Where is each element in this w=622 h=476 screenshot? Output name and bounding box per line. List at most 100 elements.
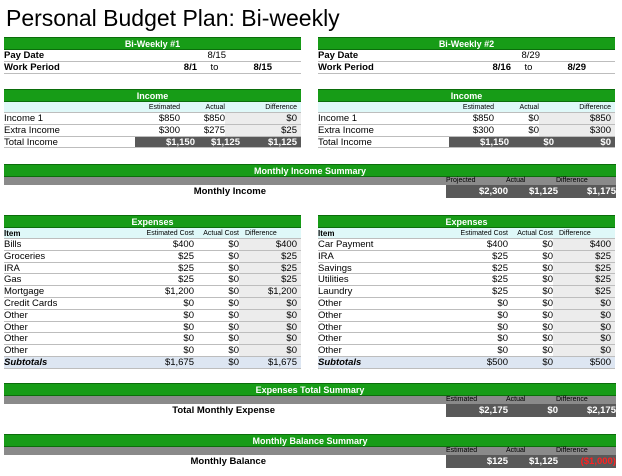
expense-actual[interactable]: $0 <box>542 239 553 250</box>
expense-item[interactable]: Other <box>4 345 28 356</box>
total-income-label: Total Income <box>4 136 58 148</box>
expense-difference: $25 <box>553 262 611 274</box>
income-actual[interactable]: $275 <box>203 124 225 136</box>
expense-actual[interactable]: $0 <box>542 345 553 356</box>
expense-estimated[interactable]: $25 <box>178 262 194 274</box>
expense-item[interactable]: Groceries <box>4 250 46 262</box>
expense-actual[interactable]: $0 <box>228 321 239 333</box>
expense-actual[interactable]: $0 <box>542 333 553 345</box>
expense-item[interactable]: Other <box>4 309 28 321</box>
expense-actual[interactable]: $0 <box>228 333 239 345</box>
expense-actual[interactable]: $0 <box>542 321 553 333</box>
expense-estimated[interactable]: $25 <box>492 286 508 297</box>
expense-estimated[interactable]: $25 <box>492 262 508 274</box>
expense-estimated[interactable]: $0 <box>183 309 194 321</box>
expense-item[interactable]: Credit Cards <box>4 297 58 309</box>
expense-estimated[interactable]: $0 <box>183 321 194 333</box>
expense-item[interactable]: Gas <box>4 274 22 286</box>
work-period-from[interactable]: 8/16 <box>492 61 512 73</box>
pay-date-value[interactable]: 8/29 <box>521 50 541 61</box>
expenses-col-header: Item Estimated Cost Actual Cost Difference <box>4 228 301 239</box>
expense-difference: $25 <box>239 274 297 286</box>
pad <box>297 309 301 321</box>
income-actual[interactable]: $0 <box>528 124 539 136</box>
expense-estimated[interactable]: $0 <box>497 309 508 321</box>
expense-item[interactable]: Other <box>318 309 342 321</box>
expense-estimated[interactable]: $0 <box>183 297 194 309</box>
expense-estimated[interactable]: $25 <box>492 250 508 262</box>
expense-difference: $0 <box>553 297 611 309</box>
expense-item[interactable]: Bills <box>4 239 22 250</box>
expense-row: Other $0 $0 $0 <box>4 333 301 346</box>
pad <box>297 124 301 136</box>
expense-item[interactable]: Other <box>318 333 342 345</box>
expense-actual[interactable]: $0 <box>542 250 553 262</box>
expense-item[interactable]: IRA <box>318 250 334 262</box>
expense-estimated[interactable]: $0 <box>497 345 508 356</box>
expense-actual[interactable]: $0 <box>228 309 239 321</box>
expense-estimated[interactable]: $25 <box>178 274 194 286</box>
work-period-to[interactable]: 8/29 <box>567 61 587 73</box>
expense-item[interactable]: Other <box>4 333 28 345</box>
expense-item[interactable]: IRA <box>4 262 20 274</box>
col-estimated: Estimated <box>462 104 494 111</box>
expense-estimated[interactable]: $0 <box>497 321 508 333</box>
expense-actual[interactable]: $0 <box>542 286 553 297</box>
expense-estimated[interactable]: $0 <box>183 345 194 356</box>
expense-estimated[interactable]: $400 <box>486 239 508 250</box>
expense-estimated[interactable]: $25 <box>492 274 508 286</box>
subtotal-row: Subtotals $500 $0 $500 <box>318 356 615 369</box>
expense-item[interactable]: Other <box>318 345 342 356</box>
income-actual[interactable]: $0 <box>528 113 539 124</box>
value-3: ($1,000) <box>558 455 616 468</box>
expense-item[interactable]: Car Payment <box>318 239 374 250</box>
income-col-header: Estimated Actual Difference <box>318 102 615 113</box>
pad <box>611 321 615 333</box>
pad <box>611 297 615 309</box>
expense-estimated[interactable]: $1,200 <box>164 286 194 297</box>
expense-item[interactable]: Savings <box>318 262 352 274</box>
income-row: Extra Income $300 $275 $25 <box>4 124 301 137</box>
expense-item[interactable]: Laundry <box>318 286 353 297</box>
work-period-from[interactable]: 8/1 <box>183 61 197 73</box>
expense-row: Other $0 $0 $0 <box>4 309 301 322</box>
page-title: Personal Budget Plan: Bi-weekly <box>6 5 340 31</box>
expense-actual[interactable]: $0 <box>228 286 239 297</box>
expense-estimated[interactable]: $0 <box>183 333 194 345</box>
expense-item[interactable]: Other <box>318 297 342 309</box>
expense-difference: $0 <box>239 297 297 309</box>
expense-item[interactable]: Utilities <box>318 274 349 286</box>
income-estimated[interactable]: $300 <box>472 124 494 136</box>
expense-row: Other $0 $0 $0 <box>318 309 615 322</box>
expense-actual[interactable]: $0 <box>228 239 239 250</box>
expense-actual[interactable]: $0 <box>228 262 239 274</box>
expense-actual[interactable]: $0 <box>542 262 553 274</box>
income-header: Income <box>318 89 615 102</box>
expense-estimated[interactable]: $25 <box>178 250 194 262</box>
pay-date-value[interactable]: 8/15 <box>207 50 227 61</box>
expense-actual[interactable]: $0 <box>542 274 553 286</box>
period-header: Bi-Weekly #2 <box>318 37 615 50</box>
pay-date-label: Pay Date <box>318 50 359 61</box>
expense-item[interactable]: Mortgage <box>4 286 45 297</box>
expense-estimated[interactable]: $0 <box>497 297 508 309</box>
pad <box>297 239 301 250</box>
subtotal-difference: $500 <box>589 356 611 368</box>
expense-estimated[interactable]: $400 <box>172 239 194 250</box>
expense-actual[interactable]: $0 <box>228 250 239 262</box>
expense-actual[interactable]: $0 <box>542 309 553 321</box>
expense-item[interactable]: Other <box>4 321 28 333</box>
subtotal-estimated: $1,675 <box>164 356 194 368</box>
expense-actual[interactable]: $0 <box>228 297 239 309</box>
income-row: Extra Income $300 $0 $300 <box>318 124 615 137</box>
expense-actual[interactable]: $0 <box>228 274 239 286</box>
expense-item[interactable]: Other <box>318 321 342 333</box>
expense-actual[interactable]: $0 <box>542 297 553 309</box>
expense-actual[interactable]: $0 <box>228 345 239 356</box>
work-period-to[interactable]: 8/15 <box>253 61 273 73</box>
expense-estimated[interactable]: $0 <box>497 333 508 345</box>
income-estimated[interactable]: $850 <box>472 113 494 124</box>
income-estimated[interactable]: $850 <box>158 113 180 124</box>
income-actual[interactable]: $850 <box>203 113 225 124</box>
income-estimated[interactable]: $300 <box>158 124 180 136</box>
